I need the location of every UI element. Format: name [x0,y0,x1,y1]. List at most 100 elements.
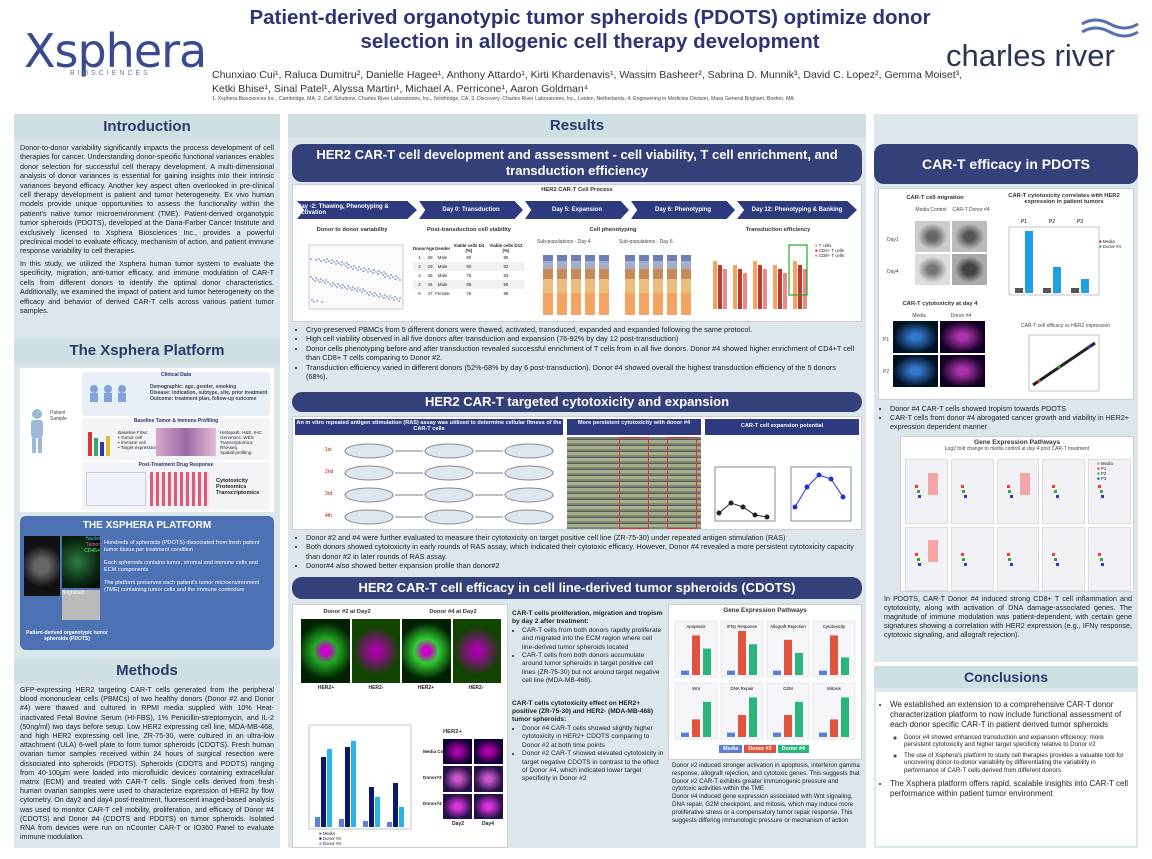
stack-segment [585,255,595,261]
scatter-point [320,260,322,262]
scatter-point [318,258,320,260]
te-bar [743,273,747,309]
intro-text: Donor-to-donor variability significantly… [20,143,274,315]
scatter-point [381,295,383,297]
scatter-point [336,286,338,288]
pathway-mini-plot [905,459,948,524]
scatter-point [357,287,359,289]
ras-plates [344,443,554,525]
stack-segment [639,255,649,261]
pathway-bar [795,701,803,737]
scatter-point [346,288,348,290]
scatter-point [392,276,394,278]
scatter-point [390,274,392,276]
scatter-point [394,278,396,280]
te-bar [783,273,787,309]
pathway-label: Cytotoxicity [823,624,846,629]
author-list: Chunxiao Cui¹, Raluca Dumitru², Danielle… [212,69,963,95]
step-day12: Day 12: Phenotyping & Banking [737,201,857,219]
scatter-point [383,297,385,299]
pdots-bar [1081,279,1089,293]
scatter-point [361,291,363,293]
stack-segment [667,293,677,315]
te-bar [778,269,782,309]
pathway-label: Wnt [692,686,701,691]
pathway-mini-plot [905,526,948,591]
stack-segment [599,279,609,293]
pdots-bar [1053,267,1061,293]
cdots-bar [375,797,380,827]
scatter-point [340,264,342,266]
pathway-bar [841,657,849,675]
scatter-point [384,294,386,296]
scatter-point [312,278,314,280]
pathway-bar [738,715,746,737]
s1-bullets: Cryo-preserved PBMCs from 5 different do… [296,325,858,381]
te-bar [758,265,762,309]
stack-segment [585,261,595,269]
scatter-point [354,288,356,290]
platform-box-title: THE XSPHERA PLATFORM [82,520,212,531]
te-bar [773,265,777,309]
clinical-items: Demographic: age, gender, smoking Disease… [150,384,268,402]
scatter-point [378,296,380,298]
efficacy-bullets: Donor #4 CAR-T cells showed tropism towa… [880,404,1132,431]
cdots-bar [315,817,320,827]
pathway-mini-plot [950,526,994,591]
process-steps: Day -2: Thawing, Phenotyping & Activatio… [297,201,857,219]
s2-bullets: Donor #2 and #4 were further evaluated t… [296,533,858,571]
methods-heading: Methods [14,658,280,684]
post-treatment-box: Post-Treatment Drug Response Cytotoxicit… [82,462,270,510]
gene-summary-text: Donor #2 induced stronger activation in … [672,762,860,824]
scatter-point [380,272,382,274]
baseline-title: Baseline Tumor & Immune Profiling [133,418,219,424]
pathway-bar [692,719,700,737]
table-row: 5 47 Female 76 88 [413,289,525,298]
scatter-point [315,259,317,261]
scatter-point [382,274,384,276]
baseline-box: Baseline Tumor & Immune Profiling Baseli… [82,418,270,460]
ras-assay-title: An in vitro repeated antigen stimulation… [295,419,563,435]
scatter-point [370,270,372,272]
stack-segment [557,255,567,261]
scatter-point [396,298,398,300]
scatter-point [357,269,359,271]
pdots-bar [1043,288,1051,293]
highlight-donor2 [619,437,649,529]
scatter-point [313,301,315,303]
stack-segment [585,269,595,279]
migration-images [915,221,987,285]
scatter-point [399,279,401,281]
scatter-point [399,297,401,299]
scatter-point [349,287,351,289]
scatter-point [341,261,343,263]
s3-heading: HER2 CAR-T cell efficacy in cell line-de… [292,577,862,599]
scatter-point [383,271,385,273]
mini-col-labels: Day2 Day4 [452,821,494,827]
scatter-point [368,294,370,296]
pdots-gene-pathways: Gene Expression Pathways Log2 fold chang… [900,436,1134,592]
te-bar [803,269,807,309]
stack-segment [543,279,553,293]
transduction-bars [713,244,808,309]
te-bar [713,261,717,309]
scatter-point [314,280,316,282]
stack-segment [681,293,691,315]
scatter-point [356,290,358,292]
cdots-cytotox-bars [308,724,412,830]
methods-text: GFP-expressing HER2 targeting CAR-T cell… [20,686,274,842]
scatter-point [342,284,344,286]
s2-heading: HER2 CAR-T targeted cytotoxicity and exp… [292,392,862,412]
scatter-point [323,259,325,261]
stack-segment [667,279,677,293]
stack-segment [599,261,609,269]
panel-title-phenotyping: Cell phenotyping [589,227,637,233]
scatter-point [311,299,313,301]
scatter-point [359,289,361,291]
results-heading: Results [288,114,866,138]
stack-segment [625,255,635,261]
stack-segment [653,255,663,261]
cdots-bar [327,749,332,827]
table-row: 4 44 Male 88 90 [413,280,525,289]
scatter-point [336,260,338,262]
